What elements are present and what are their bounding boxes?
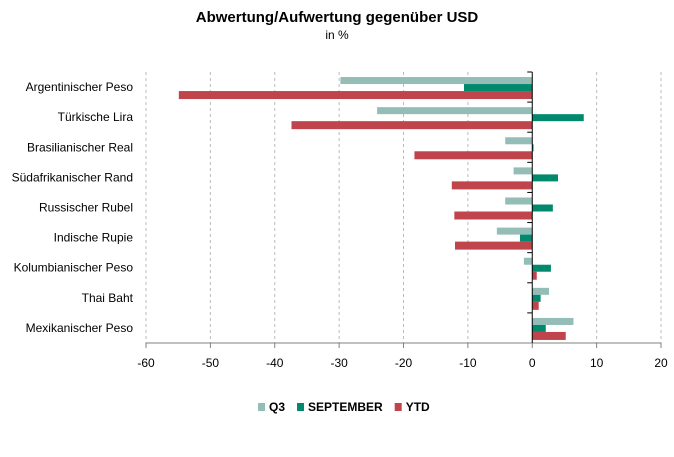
category-label: Thai Baht bbox=[82, 291, 134, 305]
bar-q3 bbox=[496, 227, 533, 235]
bar-september bbox=[532, 204, 553, 212]
bar-ytd bbox=[455, 241, 533, 250]
x-tick-label: 0 bbox=[529, 356, 536, 370]
bar-q3 bbox=[532, 287, 549, 295]
chart-title: Abwertung/Aufwertung gegenüber USD bbox=[196, 9, 479, 26]
legend-swatch-q3 bbox=[258, 403, 265, 411]
bar-q3 bbox=[340, 77, 533, 85]
bar-ytd bbox=[454, 211, 533, 220]
category-label: Kolumbianischer Peso bbox=[14, 261, 134, 275]
bar-q3 bbox=[523, 257, 533, 265]
category-label: Türkische Lira bbox=[58, 110, 134, 124]
bar-september bbox=[532, 324, 546, 332]
x-tick-label: -60 bbox=[137, 356, 155, 370]
chart-subtitle: in % bbox=[325, 28, 349, 42]
x-tick-label: -30 bbox=[330, 356, 348, 370]
legend-label-q3: Q3 bbox=[269, 400, 285, 414]
category-label: Indische Rupie bbox=[54, 231, 134, 245]
bar-ytd bbox=[532, 301, 539, 310]
x-tick-label: -10 bbox=[459, 356, 477, 370]
x-tick-label: 20 bbox=[654, 356, 668, 370]
legend-swatch-september bbox=[297, 403, 305, 411]
x-tick-label: -50 bbox=[202, 356, 220, 370]
x-tick-label: 10 bbox=[590, 356, 604, 370]
bar-september bbox=[520, 234, 533, 242]
bar-ytd bbox=[178, 91, 533, 100]
category-label: Mexikanischer Peso bbox=[26, 321, 134, 335]
bar-september bbox=[532, 174, 558, 182]
bar-ytd bbox=[451, 181, 533, 190]
legend-label-ytd: YTD bbox=[406, 400, 430, 414]
bar-q3 bbox=[505, 137, 533, 145]
bar-ytd bbox=[532, 331, 566, 340]
legend-label-september: SEPTEMBER bbox=[308, 400, 383, 414]
bar-q3 bbox=[377, 107, 533, 115]
bar-september bbox=[464, 84, 533, 92]
category-label: Südafrikanischer Rand bbox=[12, 170, 133, 184]
x-tick-label: -40 bbox=[266, 356, 284, 370]
category-label: Russischer Rubel bbox=[39, 201, 133, 215]
bar-september bbox=[532, 294, 541, 302]
bar-september bbox=[532, 114, 584, 122]
category-label: Argentinischer Peso bbox=[26, 80, 134, 94]
bar-q3 bbox=[513, 167, 533, 175]
bar-ytd bbox=[414, 151, 533, 160]
legend-swatch-ytd bbox=[394, 403, 402, 411]
category-label: Brasilianischer Real bbox=[27, 140, 133, 154]
bar-q3 bbox=[532, 317, 574, 325]
bar-september bbox=[532, 264, 551, 272]
bar-ytd bbox=[532, 271, 537, 280]
bar-q3 bbox=[505, 197, 533, 205]
bar-september bbox=[532, 144, 534, 152]
bar-ytd bbox=[291, 121, 533, 130]
x-tick-label: -20 bbox=[395, 356, 413, 370]
